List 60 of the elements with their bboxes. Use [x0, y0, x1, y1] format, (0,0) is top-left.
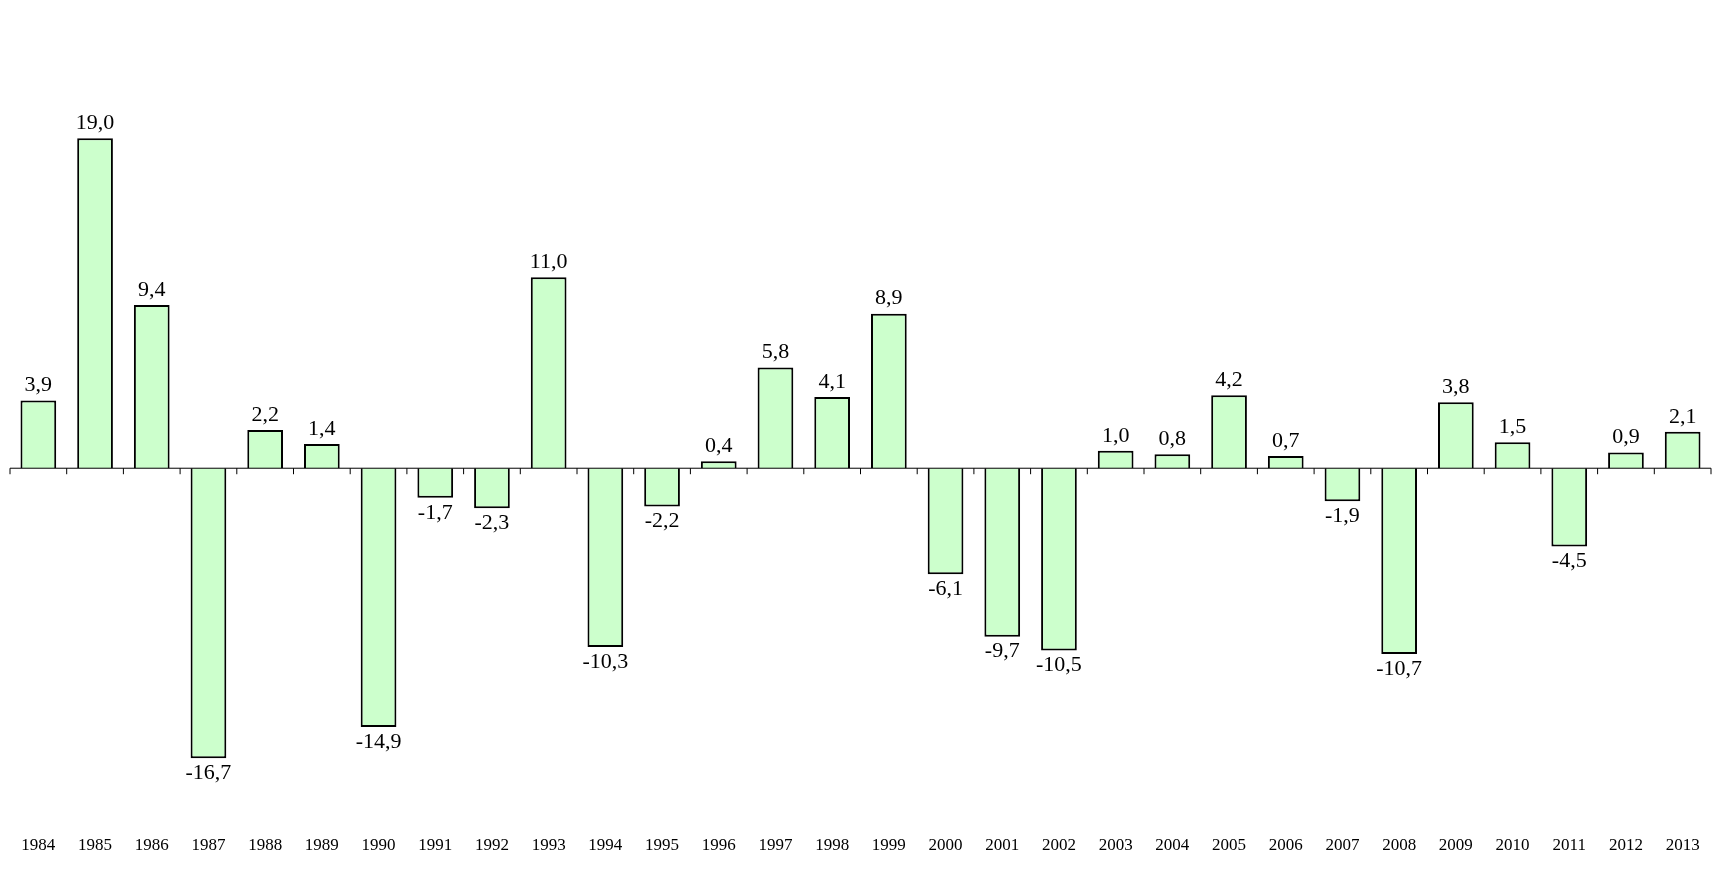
x-tick-label: 1997: [758, 835, 793, 855]
data-label: -16,7: [185, 759, 232, 785]
data-label: -14,9: [355, 727, 402, 753]
data-label: 3,9: [24, 371, 53, 397]
x-tick-label: 2010: [1495, 835, 1530, 855]
x-tick-label: 1986: [134, 835, 169, 855]
x-tick-label: 2008: [1382, 835, 1417, 855]
x-tick-label: 1996: [701, 835, 736, 855]
x-tick-label: 1994: [588, 835, 623, 855]
x-tick-label: 1995: [645, 835, 680, 855]
data-label: -4,5: [1551, 547, 1587, 573]
data-label: 3,8: [1442, 373, 1470, 398]
data-label: -10,5: [1036, 651, 1082, 677]
x-tick-label: 1985: [78, 835, 113, 855]
x-tick-label: 2000: [928, 835, 963, 855]
data-label: -1,7: [417, 498, 453, 524]
data-label: -9,7: [984, 637, 1020, 663]
x-tick-label: 1999: [871, 835, 906, 855]
x-tick-label: 1992: [474, 835, 509, 855]
x-tick-label: 1984: [21, 835, 56, 855]
x-tick-label: 2003: [1098, 835, 1133, 855]
data-label: 0,7: [1272, 426, 1300, 452]
data-label: 1,5: [1498, 412, 1527, 438]
x-tick-label: 2006: [1268, 835, 1303, 855]
data-label: -2,3: [474, 508, 510, 534]
data-label: 9,4: [138, 275, 166, 301]
x-tick-label: 2004: [1155, 835, 1190, 855]
x-tick-label: 2009: [1438, 835, 1473, 855]
x-tick-label: 1993: [531, 835, 566, 855]
x-tick-label: 1988: [248, 835, 283, 855]
x-tick-label: 2011: [1552, 835, 1586, 855]
data-label: 4,2: [1215, 366, 1243, 392]
data-label: 4,1: [818, 367, 846, 393]
data-label: 11,0: [529, 247, 568, 273]
data-label: 0,8: [1158, 425, 1187, 451]
x-tick-label: 2012: [1608, 835, 1643, 855]
x-tick-label: 1990: [361, 835, 396, 855]
x-tick-label: 2001: [985, 835, 1020, 855]
x-tick-label: 2007: [1325, 835, 1360, 855]
data-label: 1,4: [308, 414, 336, 440]
data-label: 8,9: [875, 284, 903, 310]
x-tick-label: 1991: [418, 835, 453, 855]
x-tick-label: 1989: [304, 835, 339, 855]
x-tick-label: 2005: [1212, 835, 1247, 855]
data-label: -2,2: [644, 507, 680, 533]
data-label: 1,0: [1101, 421, 1130, 447]
x-tick-label: 1987: [191, 835, 226, 855]
data-label: -6,1: [928, 574, 963, 600]
x-tick-label: 2002: [1041, 835, 1076, 855]
data-label: -1,9: [1325, 502, 1360, 527]
x-tick-label: 1998: [815, 835, 850, 855]
data-label: 19,0: [75, 108, 115, 134]
data-label: -10,3: [582, 647, 629, 673]
data-label: 2,2: [251, 400, 279, 426]
data-label: 0,9: [1612, 423, 1640, 449]
data-label: 0,4: [705, 432, 733, 458]
x-tick-label: 2013: [1665, 835, 1700, 855]
data-label: 5,8: [761, 338, 790, 364]
data-label: -10,7: [1376, 654, 1423, 680]
data-label: 2,1: [1668, 402, 1697, 428]
